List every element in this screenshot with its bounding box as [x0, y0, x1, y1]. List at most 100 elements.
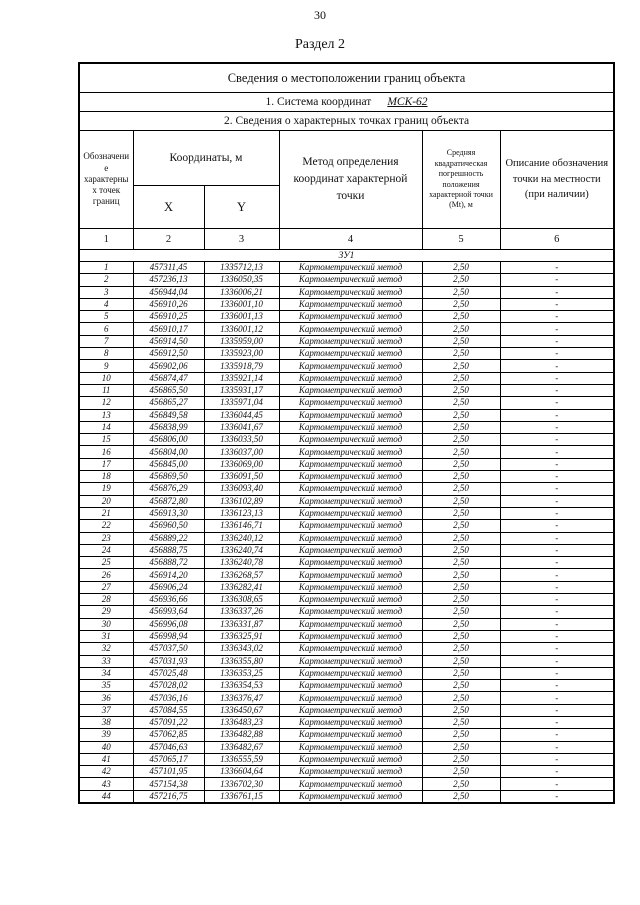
- point-number-cell: 16: [78, 445, 134, 459]
- description-cell: -: [499, 322, 615, 336]
- point-number-cell: 2: [78, 273, 134, 287]
- table-row: 29 456993,64 1336337,26 Картометрический ме…: [78, 605, 615, 619]
- point-number-cell: 14: [78, 420, 134, 435]
- description-cell: -: [499, 420, 615, 435]
- table-row: 38 457091,22 1336483,23 Картометрический ме…: [78, 715, 615, 730]
- point-number-cell: 33: [78, 654, 134, 668]
- y-coordinate-cell: 1335918,79: [203, 359, 280, 373]
- y-coordinate-cell: 1336483,23: [203, 715, 280, 730]
- y-coordinate-cell: 1336331,87: [203, 617, 280, 631]
- column-number: 4: [278, 228, 423, 250]
- error-cell: 2,50: [421, 605, 501, 619]
- table-row: 11 456865,50 1335931,17 Картометрический ме…: [78, 383, 615, 398]
- x-coordinate-cell: 457216,75: [132, 789, 205, 804]
- description-cell: -: [499, 715, 615, 730]
- method-cell: Картометрический метод: [278, 715, 423, 730]
- table-row: 9 456902,06 1335918,79 Картометрический мет…: [78, 359, 615, 373]
- description-cell: -: [499, 605, 615, 619]
- x-coordinate-cell: 456910,17: [132, 322, 205, 336]
- method-cell: Картометрический метод: [278, 334, 423, 349]
- x-coordinate-cell: 457101,95: [132, 765, 205, 779]
- table-row: 30 456996,08 1336331,87 Картометрический ме…: [78, 617, 615, 631]
- error-cell: 2,50: [421, 543, 501, 558]
- coord-system-label: 1. Система координат: [265, 96, 372, 108]
- description-cell: -: [499, 629, 615, 644]
- x-coordinate-cell: 456910,25: [132, 310, 205, 324]
- x-coordinate-cell: 456889,22: [132, 531, 205, 545]
- method-cell: Картометрический метод: [278, 482, 423, 496]
- method-cell: Картометрический метод: [278, 531, 423, 545]
- description-cell: -: [499, 789, 615, 804]
- error-cell: 2,50: [421, 322, 501, 336]
- points-info-label: 2. Сведения о характерных точках границ …: [78, 111, 615, 131]
- table-row: 35 457028,02 1336354,53 Картометрический ме…: [78, 679, 615, 693]
- y-coordinate-cell: 1336308,65: [203, 593, 280, 607]
- error-cell: 2,50: [421, 383, 501, 398]
- point-number-cell: 4: [78, 297, 134, 312]
- y-coordinate-cell: 1336001,10: [203, 297, 280, 312]
- point-number-cell: 44: [78, 789, 134, 804]
- y-coordinate-cell: 1336376,47: [203, 691, 280, 705]
- x-coordinate-cell: 456865,50: [132, 383, 205, 398]
- error-cell: 2,50: [421, 593, 501, 607]
- method-cell: Картометрический метод: [278, 556, 423, 570]
- method-cell: Картометрический метод: [278, 568, 423, 582]
- description-cell: -: [499, 531, 615, 545]
- description-cell: -: [499, 408, 615, 422]
- description-cell: -: [499, 728, 615, 742]
- y-coordinate-cell: 1335959,00: [203, 334, 280, 349]
- y-coordinate-cell: 1336450,67: [203, 703, 280, 717]
- table-row: 23 456889,22 1336240,12 Картометрический ме…: [78, 531, 615, 545]
- description-cell: -: [499, 777, 615, 791]
- error-cell: 2,50: [421, 260, 501, 275]
- point-number-cell: 42: [78, 765, 134, 779]
- table-row: 24 456888,75 1336240,74 Картометрический ме…: [78, 543, 615, 558]
- method-cell: Картометрический метод: [278, 519, 423, 533]
- x-coordinate-cell: 457028,02: [132, 679, 205, 693]
- description-cell: -: [499, 740, 615, 754]
- x-coordinate-cell: 456888,75: [132, 543, 205, 558]
- table-row: 3 456944,04 1336006,21 Картометрический мет…: [78, 285, 615, 299]
- x-coordinate-cell: 456876,29: [132, 482, 205, 496]
- x-coordinate-cell: 456806,00: [132, 433, 205, 447]
- header-coordinates: Координаты, м: [132, 130, 280, 186]
- method-cell: Картометрический метод: [278, 371, 423, 385]
- y-coordinate-cell: 1336555,59: [203, 752, 280, 767]
- x-coordinate-cell: 456936,66: [132, 593, 205, 607]
- description-cell: -: [499, 260, 615, 275]
- table-row: 37 457084,55 1336450,67 Картометрический ме…: [78, 703, 615, 717]
- y-coordinate-cell: 1336761,15: [203, 789, 280, 804]
- description-cell: -: [499, 445, 615, 459]
- x-coordinate-cell: 457046,63: [132, 740, 205, 754]
- method-cell: Картометрический метод: [278, 740, 423, 754]
- description-cell: -: [499, 568, 615, 582]
- error-cell: 2,50: [421, 703, 501, 717]
- coord-system-value: МСК-62: [387, 96, 428, 108]
- table-row: 39 457062,85 1336482,88 Картометрический ме…: [78, 728, 615, 742]
- point-number-cell: 5: [78, 310, 134, 324]
- page-number: 30: [314, 8, 326, 22]
- description-cell: -: [499, 457, 615, 472]
- method-cell: Картометрический метод: [278, 396, 423, 410]
- error-cell: 2,50: [421, 273, 501, 287]
- description-cell: -: [499, 752, 615, 767]
- point-number-cell: 10: [78, 371, 134, 385]
- boundaries-table: Сведения о местоположении границ объекта…: [78, 62, 616, 805]
- x-coordinate-cell: 456845,00: [132, 457, 205, 472]
- column-number: 3: [203, 228, 280, 250]
- error-cell: 2,50: [421, 519, 501, 533]
- error-cell: 2,50: [421, 457, 501, 472]
- x-coordinate-cell: 456996,08: [132, 617, 205, 631]
- x-coordinate-cell: 456838,99: [132, 420, 205, 435]
- y-coordinate-cell: 1336123,13: [203, 506, 280, 521]
- description-cell: -: [499, 482, 615, 496]
- y-coordinate-cell: 1336146,71: [203, 519, 280, 533]
- table-row: 25 456888,72 1336240,78 Картометрический ме…: [78, 556, 615, 570]
- error-cell: 2,50: [421, 556, 501, 570]
- point-number-cell: 36: [78, 691, 134, 705]
- parcel-row: ЗУ1: [78, 249, 615, 262]
- description-cell: -: [499, 371, 615, 385]
- method-cell: Картометрический метод: [278, 457, 423, 472]
- table-row: 7 456914,50 1335959,00 Картометрический мет…: [78, 334, 615, 349]
- method-cell: Картометрический метод: [278, 691, 423, 705]
